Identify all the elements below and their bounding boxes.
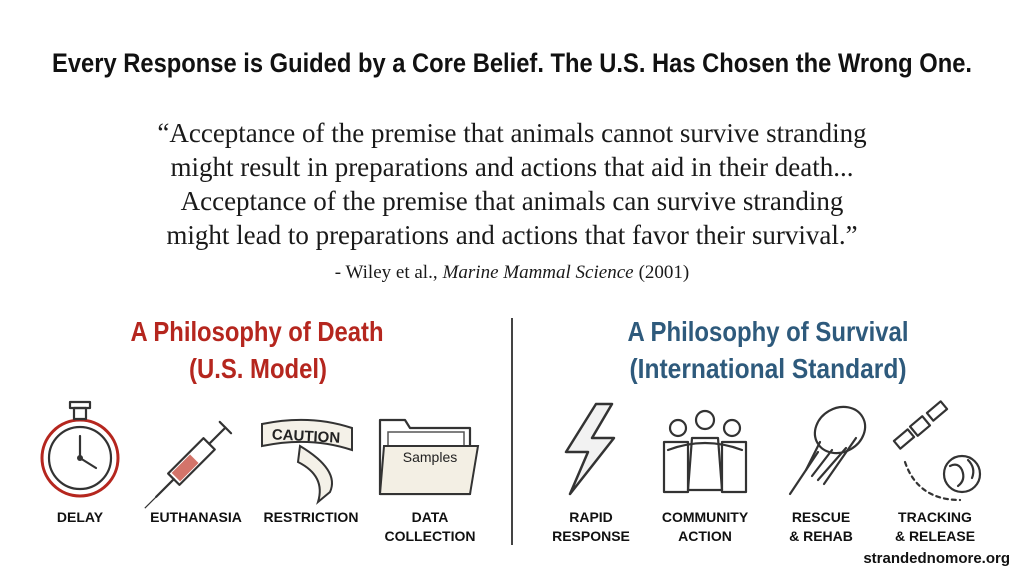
icon-label: ACTION	[678, 528, 732, 544]
quote-line: Acceptance of the premise that animals c…	[181, 186, 844, 216]
citation-journal: Marine Mammal Science	[442, 262, 634, 283]
lightning-icon	[564, 402, 616, 496]
icon-label: EUTHANASIA	[150, 509, 242, 525]
citation-year: (2001)	[639, 262, 690, 283]
icon-label: DELAY	[57, 509, 104, 525]
icon-text: CAUTION	[271, 426, 340, 447]
left-heading: (U.S. Model)	[189, 353, 327, 384]
title: Every Response is Guided by a Core Belie…	[52, 48, 972, 78]
net-icon	[788, 405, 867, 496]
icon-label: & REHAB	[789, 528, 853, 544]
folder-icon: Samples	[378, 418, 480, 496]
caution-tape-icon: CAUTION	[261, 418, 353, 505]
labels: DELAY EUTHANASIA RESTRICTION DATA COLLECTION…	[57, 509, 975, 544]
quote-line: “Acceptance of the premise that animals …	[157, 118, 866, 148]
citation: - Wiley et al., Marine Mammal Science (200…	[335, 262, 689, 283]
icon-label: DATA	[412, 509, 449, 525]
satellite-icon	[892, 400, 982, 502]
right-heading: (International Standard)	[630, 353, 907, 384]
icon-label: TRACKING	[898, 509, 972, 525]
icon-label: & RELEASE	[895, 528, 975, 544]
icon-label: COLLECTION	[385, 528, 476, 544]
icon-label: RESTRICTION	[264, 509, 359, 525]
icon-label: RAPID	[569, 509, 613, 525]
syringe-icon	[144, 420, 233, 509]
icon-text: Samples	[403, 449, 457, 465]
quote-line: might result in preparations and actions…	[170, 152, 853, 182]
footer-url: strandednomore.org	[863, 550, 1010, 567]
icon-label: RESPONSE	[552, 528, 630, 544]
icon-label: COMMUNITY	[662, 509, 749, 525]
left-heading: A Philosophy of Death	[131, 316, 384, 347]
stopwatch-icon	[40, 400, 120, 498]
icon-label: RESCUE	[792, 509, 850, 525]
citation-author: - Wiley et al.,	[335, 262, 438, 283]
quote-line: might lead to preparations and actions t…	[166, 220, 857, 250]
right-heading: A Philosophy of Survival	[628, 316, 909, 347]
community-icon	[662, 409, 748, 494]
